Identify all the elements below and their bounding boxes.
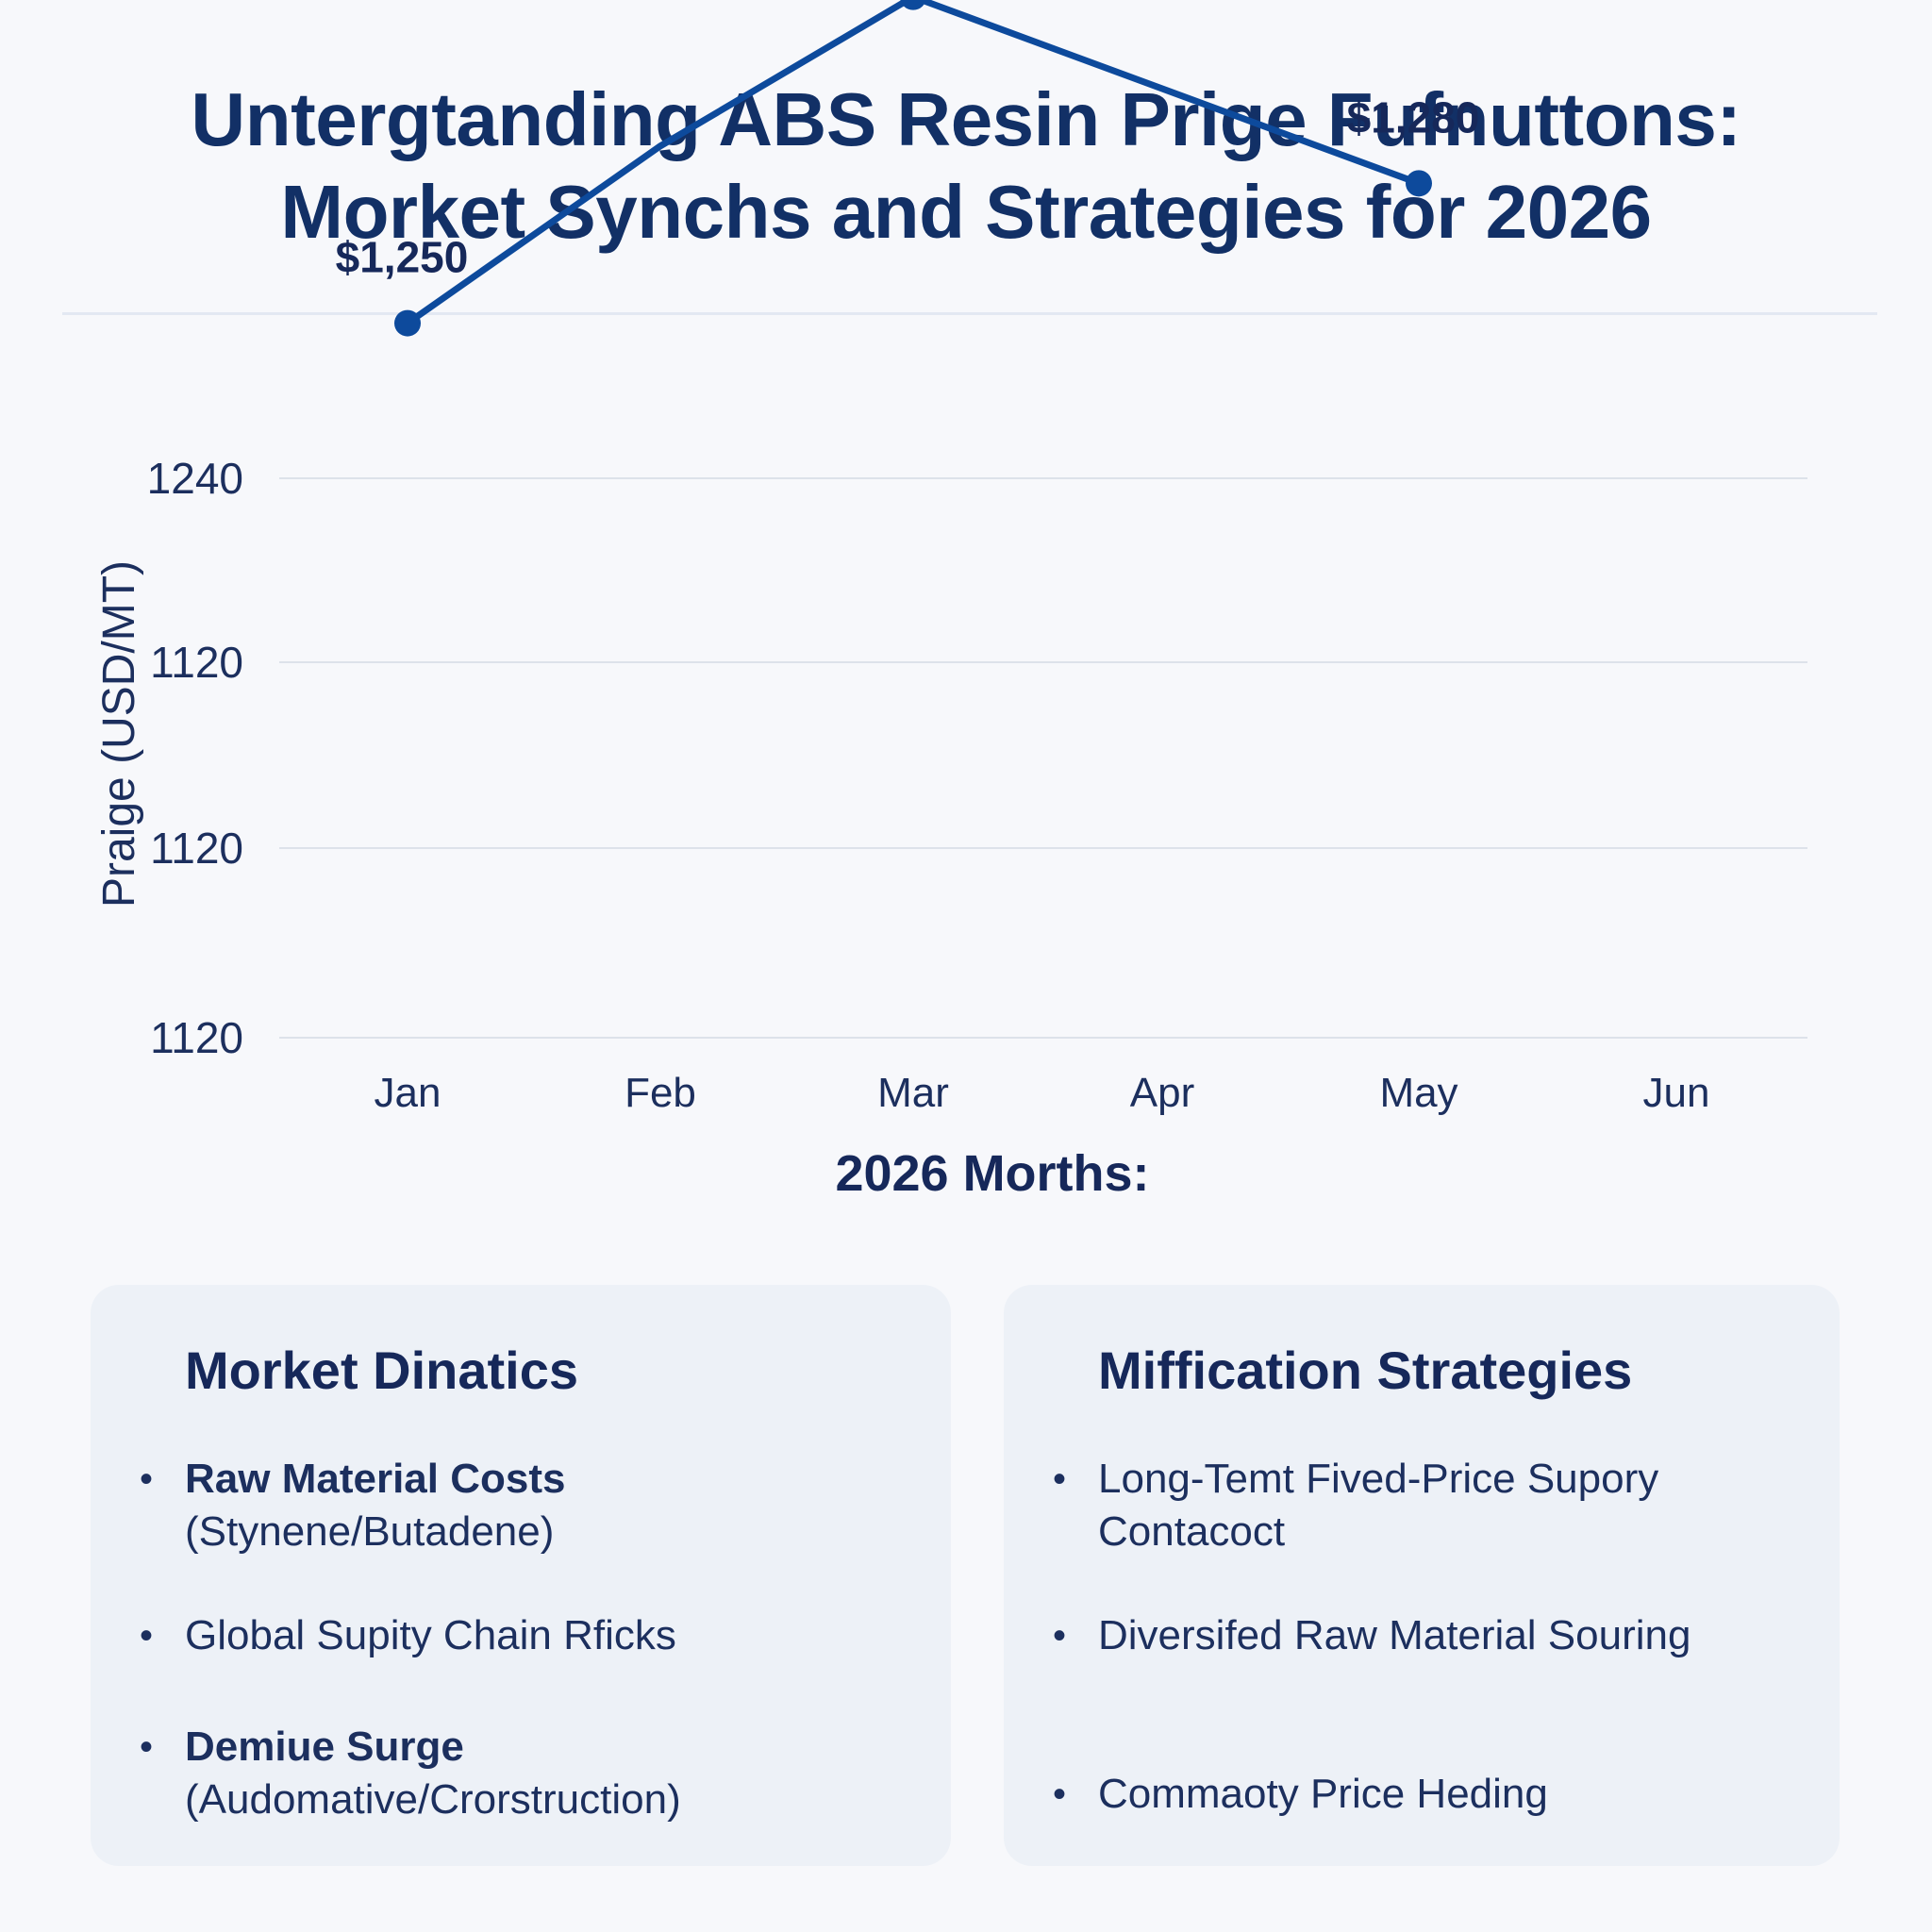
list-item-text: (Stynene/Butadene) [185, 1508, 555, 1555]
x-axis-label: 2026 Morths: [835, 1145, 1149, 1202]
y-axis-label: Praige (USD/MT) [94, 560, 144, 908]
list-item: • Raw Material Costs (Stynene/Butadene) [140, 1453, 902, 1558]
list-item: • Demiue Surge (Audomative/Crorstruction… [140, 1721, 902, 1826]
market-dynamics-title: Morket Dinatics [185, 1341, 578, 1400]
y-tick-label: 1240 [147, 454, 243, 503]
header-divider [62, 312, 1877, 315]
list-item-text: Commaoty Price Heding [1098, 1771, 1548, 1817]
data-label: $1,250 [336, 233, 469, 282]
bullet-icon: • [140, 1615, 154, 1657]
list-item-text: Diversifed Raw Material Souring [1098, 1612, 1691, 1658]
list-item: • Global Supity Chain Rficks [140, 1609, 902, 1662]
series-line [404, 0, 1423, 327]
list-item-text: Long-Temt Fived-Price Supory Contacoct [1098, 1456, 1659, 1555]
y-tick-label: 1120 [150, 824, 243, 873]
bullet-icon: • [1053, 1774, 1067, 1815]
list-item-text: Global Supity Chain Rficks [185, 1612, 676, 1658]
x-tick-label: May [1379, 1070, 1457, 1116]
bullet-icon: • [140, 1458, 154, 1500]
data-point [1406, 170, 1432, 197]
list-item: • Commaoty Price Heding [1053, 1768, 1815, 1821]
bullet-icon: • [1053, 1458, 1067, 1500]
list-item-bold: Demiue Surge [185, 1724, 464, 1770]
bullet-icon: • [1053, 1615, 1067, 1657]
x-tick-label: Mar [877, 1070, 949, 1116]
y-tick-label: 1120 [150, 638, 243, 687]
list-item: • Diversifed Raw Material Souring [1053, 1609, 1815, 1662]
data-point [900, 0, 926, 10]
x-tick-label: Jun [1643, 1070, 1710, 1116]
bullet-icon: • [140, 1726, 154, 1768]
y-tick-label: 1120 [150, 1013, 243, 1062]
list-item-bold: Raw Material Costs [185, 1456, 566, 1502]
mitigation-strategies-card: Miffication Strategies • Long-Temt Fived… [1004, 1285, 1840, 1866]
x-tick-label: Feb [625, 1070, 696, 1116]
title-line-1: Untergtanding ABS Resin Prige Fufnuttons… [191, 77, 1741, 161]
list-item-text: (Audomative/Crorstruction) [185, 1776, 681, 1823]
market-dynamics-card: Morket Dinatics • Raw Material Costs (St… [91, 1285, 951, 1866]
data-label: $1,280 [1347, 92, 1480, 142]
x-tick-label: Apr [1130, 1070, 1194, 1116]
data-point [394, 309, 421, 337]
list-item: • Long-Temt Fived-Price Supory Contacoct [1053, 1453, 1815, 1558]
mitigation-strategies-title: Miffication Strategies [1098, 1341, 1633, 1400]
x-tick-label: Jan [375, 1070, 441, 1116]
